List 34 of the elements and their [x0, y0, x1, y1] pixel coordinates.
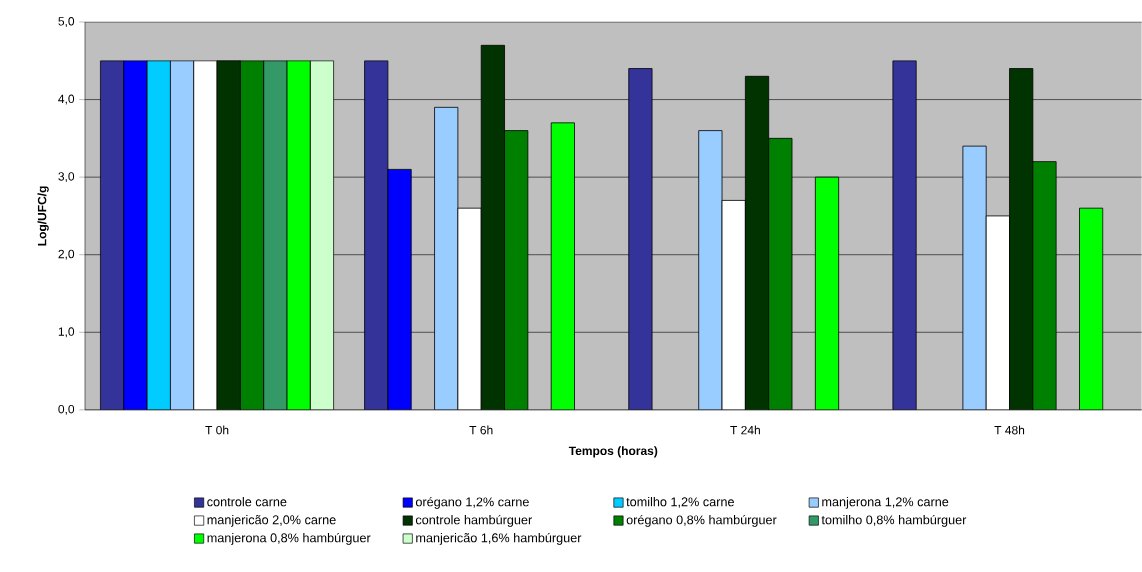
bar [216, 60, 241, 410]
bar [1009, 68, 1034, 410]
bar [100, 60, 125, 410]
legend-label: orégano 0,8% hambúrguer [626, 514, 777, 527]
y-tick-label: 0,0 [58, 404, 75, 415]
legend-label: manjerona 0,8% hambúrguer [207, 532, 371, 545]
bar [892, 60, 917, 410]
y-tick-label: 5,0 [58, 17, 75, 28]
y-tick-label: 3,0 [58, 172, 75, 183]
legend-label: manjericão 2,0% carne [207, 515, 336, 527]
bar [364, 60, 389, 410]
bar [1079, 207, 1104, 410]
y-tick-label: 2,0 [58, 249, 75, 260]
x-tick-label: T 48h [994, 425, 1025, 435]
bar [744, 75, 770, 410]
bar [550, 122, 575, 410]
bar [239, 60, 265, 410]
legend-label: orégano 1,2% carne [415, 497, 529, 509]
legend-label: manjericão 1,6% hambúrguer [416, 532, 582, 545]
bar [480, 44, 505, 410]
y-axis-title: Log/UFC/g [37, 186, 49, 246]
legend-label: tomilho 0,8% hambúrguer [821, 514, 967, 527]
y-tick-label: 1,0 [58, 327, 75, 338]
legend-label: tomilho 1,2% carne [626, 497, 734, 508]
y-tick-label: 4,0 [58, 94, 75, 105]
x-tick-label: T 6h [469, 425, 493, 435]
bar [814, 176, 840, 410]
x-axis-title: Tempos (horas) [568, 446, 658, 458]
bar [628, 68, 653, 410]
x-tick-label: T 24h [730, 425, 760, 435]
legend-label: controle carne [207, 497, 287, 507]
x-tick-label: T 0h [205, 425, 229, 435]
legend-label: controle hambúrguer [415, 514, 532, 527]
legend-label: manjerona 1,2% carne [822, 497, 949, 509]
